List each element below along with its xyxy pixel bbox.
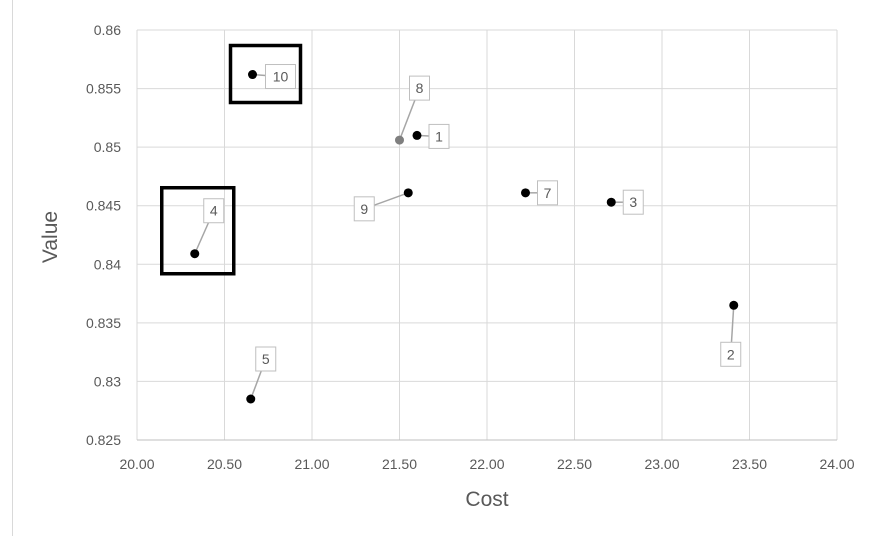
callout-box xyxy=(409,75,430,101)
y-axis-title: Value xyxy=(39,211,62,263)
y-tick-label: 0.855 xyxy=(86,81,121,97)
axis-layer: 20.00 20.50 21.00 21.50 22.00 22.50 23.00 23.50… xyxy=(86,22,855,472)
highlight-box xyxy=(228,43,303,105)
x-tick-label: 22.00 xyxy=(469,456,504,472)
highlight-box xyxy=(160,185,236,276)
x-axis-title: Cost xyxy=(465,488,508,511)
point-label: 5 xyxy=(262,351,270,367)
callout-leader xyxy=(194,222,210,255)
callout-box xyxy=(720,341,742,367)
data-point xyxy=(729,300,739,310)
x-tick-label: 21.50 xyxy=(382,456,417,472)
point-label: 2 xyxy=(727,346,735,362)
x-tick-label: 20.00 xyxy=(119,456,154,472)
point-label: 4 xyxy=(210,203,218,219)
point-label: 10 xyxy=(273,69,289,85)
y-tick-label: 0.845 xyxy=(86,198,121,214)
data-point xyxy=(403,188,413,198)
y-tick-label: 0.85 xyxy=(94,139,121,155)
callout-box xyxy=(255,346,277,372)
x-tick-label: 20.50 xyxy=(207,456,242,472)
callout-leader xyxy=(250,370,262,400)
x-tick-label: 23.50 xyxy=(732,456,767,472)
callout-layer: 1 2 3 4 5 7 8 9 10 xyxy=(160,43,742,400)
y-tick-label: 0.825 xyxy=(86,432,121,448)
point-label: 1 xyxy=(435,128,443,144)
y-tick-label: 0.835 xyxy=(86,315,121,331)
callout-box xyxy=(537,180,558,206)
scatter-chart: 20.00 20.50 21.00 21.50 22.00 22.50 23.00 23.50… xyxy=(12,0,869,536)
y-tick-label: 0.83 xyxy=(94,373,121,389)
callout-box xyxy=(428,123,450,149)
data-point xyxy=(606,197,616,207)
y-tick-label: 0.84 xyxy=(94,256,121,272)
grid-layer xyxy=(136,29,838,441)
data-point xyxy=(246,394,256,404)
point-label: 9 xyxy=(360,201,368,217)
point-label: 3 xyxy=(629,194,637,210)
point-label: 8 xyxy=(416,80,424,96)
x-tick-label: 22.50 xyxy=(557,456,592,472)
callout-leader xyxy=(398,99,416,141)
callout-box xyxy=(265,64,296,90)
x-tick-label: 21.00 xyxy=(294,456,329,472)
data-point xyxy=(521,188,530,198)
data-point xyxy=(395,135,404,145)
callout-box xyxy=(622,189,644,215)
point-label: 7 xyxy=(544,185,552,201)
point-layer xyxy=(190,70,739,404)
data-point xyxy=(190,249,200,259)
x-tick-label: 23.00 xyxy=(644,456,679,472)
callout-leader xyxy=(373,192,409,206)
callout-leader xyxy=(730,305,735,343)
data-point xyxy=(412,130,422,140)
callout-box xyxy=(353,196,375,222)
y-tick-label: 0.86 xyxy=(94,22,121,38)
callout-box xyxy=(203,198,225,224)
x-tick-label: 24.00 xyxy=(819,456,854,472)
chart-svg: 20.00 20.50 21.00 21.50 22.00 22.50 23.00 23.50… xyxy=(39,22,855,511)
data-point xyxy=(248,70,257,80)
